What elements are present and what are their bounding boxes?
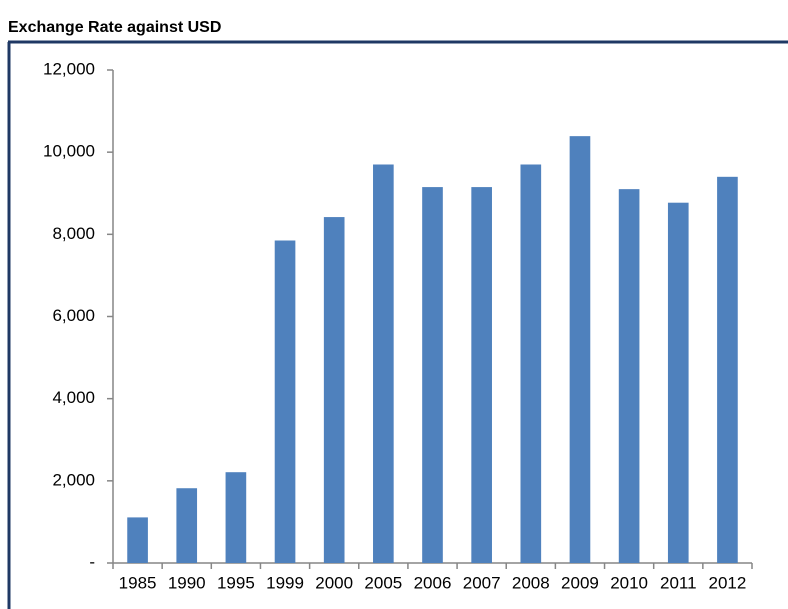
bar [225,472,247,563]
x-tick-label: 1999 [266,573,304,592]
y-tick-label: 2,000 [52,470,95,489]
bar [373,164,394,563]
y-tick-label: 12,000 [43,59,95,78]
x-tick-label: 2012 [709,573,747,592]
x-tick-label: 1985 [119,573,157,592]
x-tick-label: 2011 [660,573,697,592]
bar [274,240,296,563]
y-tick-label: 6,000 [52,306,95,325]
bar [323,217,345,563]
bar [176,488,198,563]
y-tick-label: 10,000 [43,142,95,161]
x-tick-label: 1995 [217,573,255,592]
bar [127,517,148,563]
bar [717,176,738,564]
chart-title: Exchange Rate against USD [8,19,221,36]
y-tick-label: 4,000 [52,388,95,407]
x-tick-label: 2005 [364,573,402,592]
x-tick-label: 2009 [561,573,599,592]
x-tick-label: 2006 [414,573,452,592]
x-tick-label: 2010 [610,573,648,592]
y-tick-label: 8,000 [52,224,95,243]
x-tick-label: 2007 [463,573,501,592]
bar [618,189,640,563]
bar [569,136,591,563]
bar [422,187,443,563]
x-tick-label: 2000 [315,573,353,592]
x-tick-label: 2008 [512,573,550,592]
x-tick-label: 1990 [168,573,206,592]
bar [471,187,492,563]
bar [667,202,689,564]
y-tick-label: - [89,552,95,571]
bar [520,164,542,563]
